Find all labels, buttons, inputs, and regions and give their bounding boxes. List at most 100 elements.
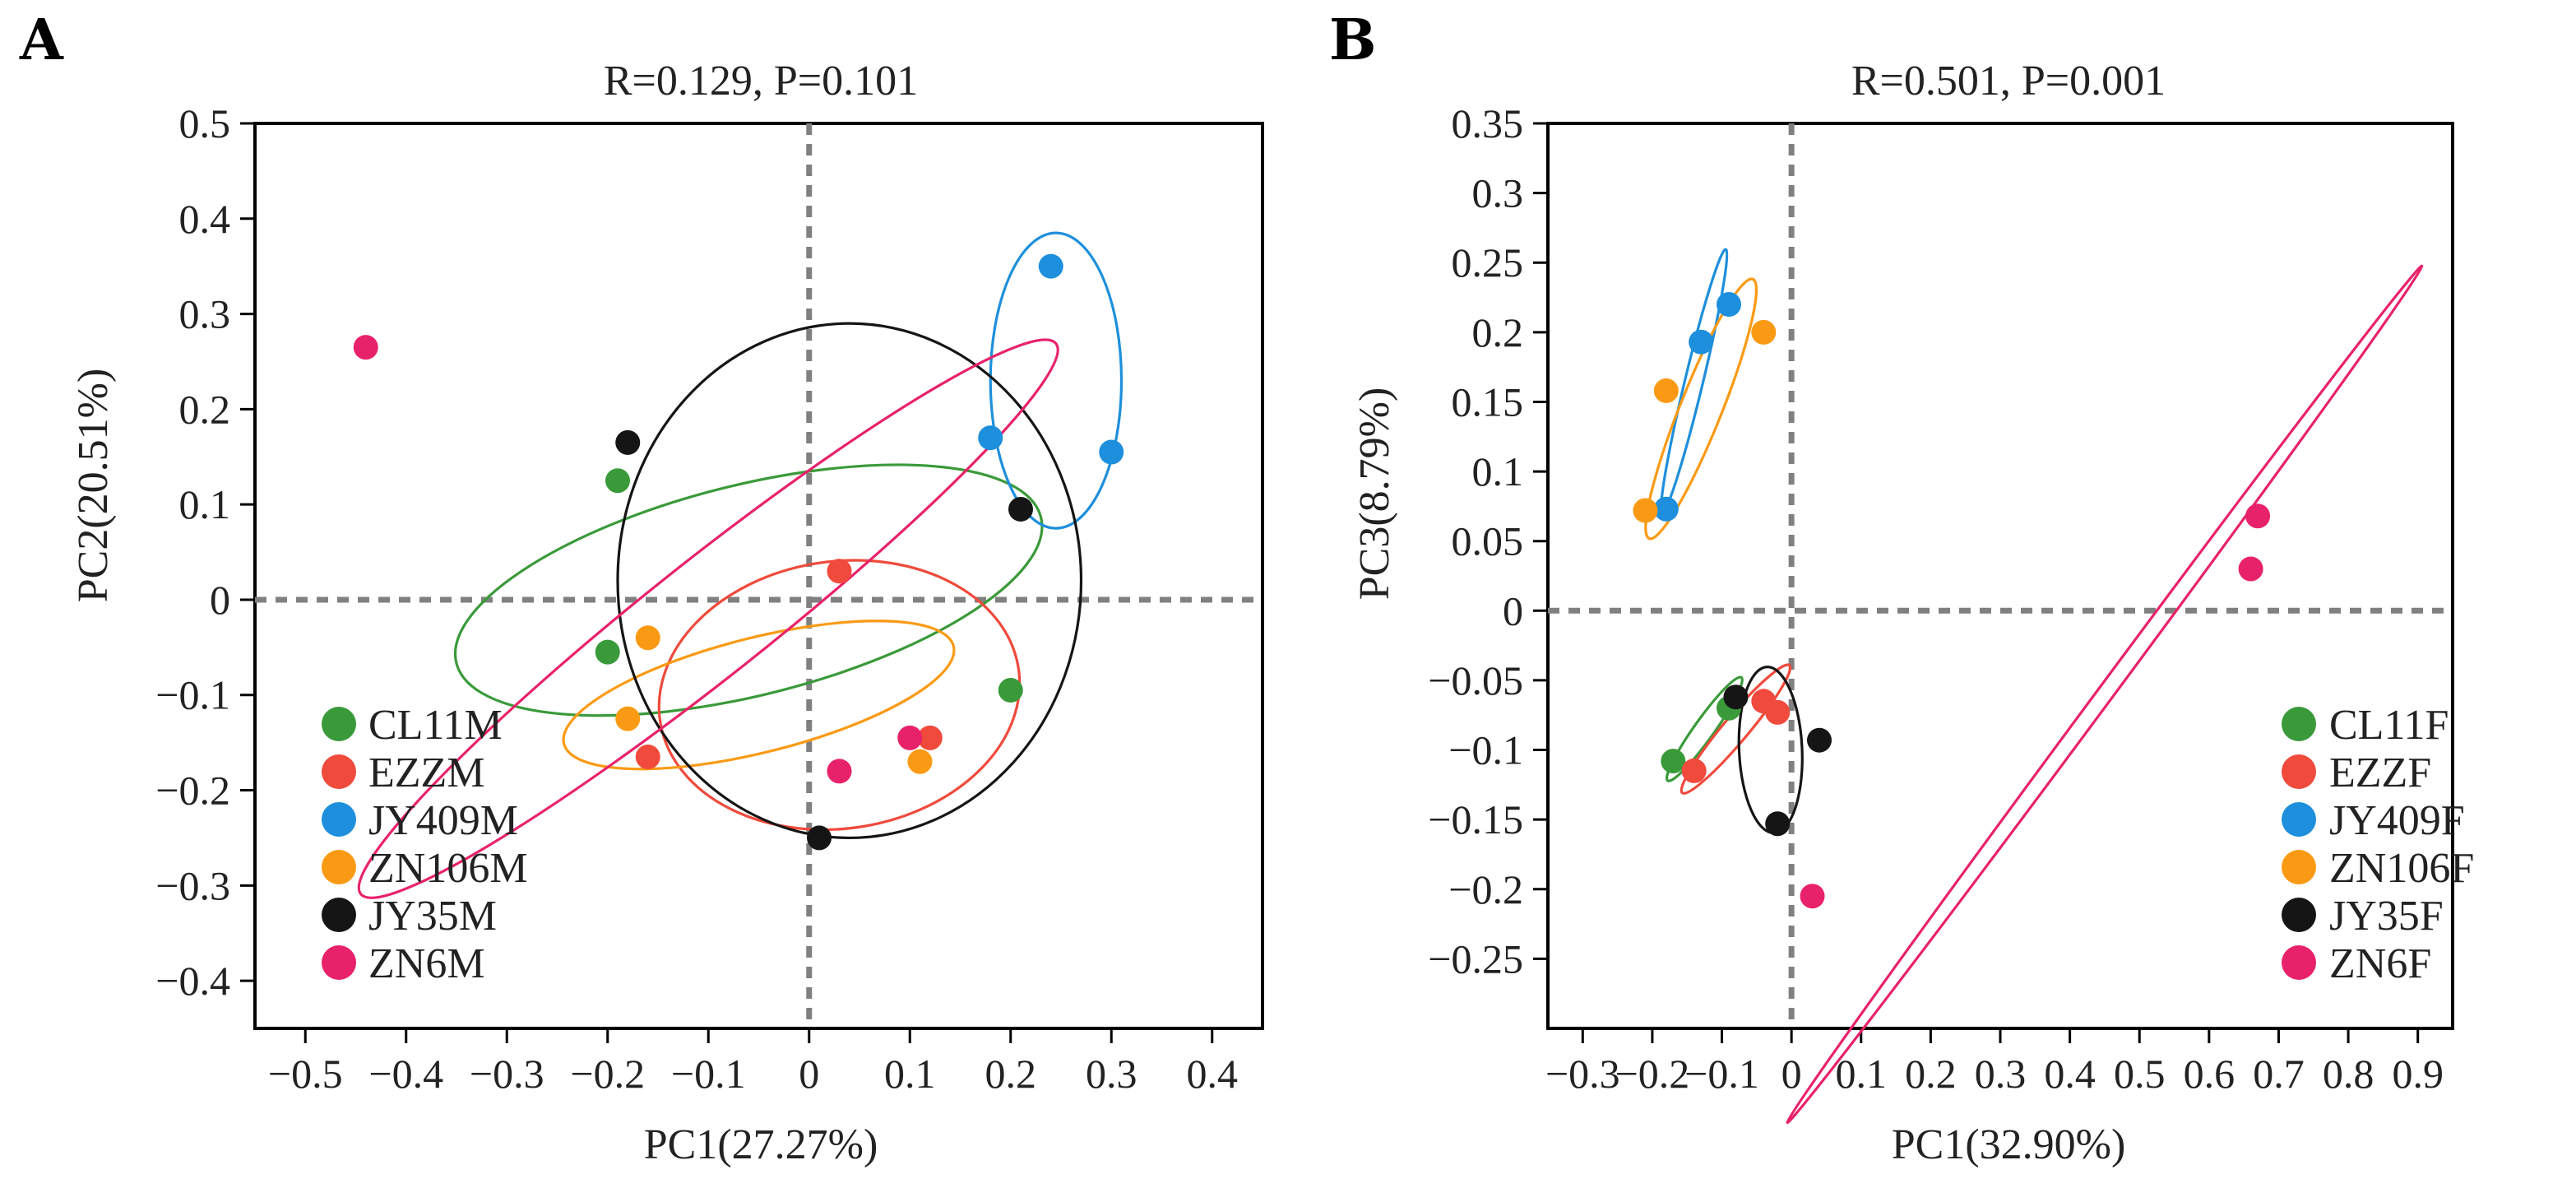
panel-a-y-tick-label: −0.1 (155, 672, 230, 718)
point-jy409f (1653, 496, 1679, 522)
legend-marker-jy35m (322, 898, 356, 932)
panel-a-x-axis-title: PC1(27.27%) (644, 1121, 878, 1168)
panel-b-y-tick-label: −0.05 (1428, 657, 1523, 703)
panel-a-x-tick-label: 0.4 (1187, 1051, 1239, 1097)
legend-marker-zn106m (322, 850, 356, 884)
panel-b: B R=0.501, P=0.001 −0.3−0.2−0.1 0 0.1 0.2 0.… (1329, 7, 2474, 1168)
panel-b-y-tick-label: 0.25 (1452, 239, 1524, 285)
panel-b-y-tick-label: 0.35 (1452, 100, 1524, 146)
point-jy35m (807, 825, 832, 851)
panel-a-x-tick-label: 0.2 (985, 1051, 1037, 1097)
panel-a-y-tick-label: 0.3 (179, 291, 231, 337)
point-zn106m (635, 625, 660, 651)
panel-a-x-tick-label: 0.1 (884, 1051, 936, 1097)
panel-a-x-tick-label: 0.3 (1086, 1051, 1137, 1097)
legend-marker-jy409m (322, 802, 356, 837)
panel-a-ellipses (322, 233, 1122, 938)
panel-a-y-tick-label: 0.4 (179, 196, 231, 242)
panel-b-y-tick-label: −0.25 (1428, 935, 1523, 981)
legend-label-cl11f: CL11F (2329, 702, 2449, 749)
legend-label-ezzm: EZZM (368, 749, 485, 796)
panel-a-frame (253, 122, 1264, 1030)
panel-a-y-tick-label: −0.3 (155, 862, 230, 908)
panel-a-y-tick-label: −0.2 (155, 768, 230, 814)
legend-label-ezzf: EZZF (2329, 749, 2431, 796)
panel-b-stat-label: R=0.501, P=0.001 (1851, 58, 2166, 104)
panel-b-x-tick-label: 0.6 (2184, 1051, 2235, 1097)
legend-marker-zn6m (322, 945, 356, 980)
panel-b-x-tick-label: 0.8 (2323, 1051, 2374, 1097)
legend-marker-zn106f (2282, 850, 2316, 884)
ellipse-jy35m (618, 323, 1082, 838)
point-zn106f (1653, 378, 1679, 403)
legend-marker-ezzf (2282, 754, 2316, 789)
panel-a-x-tick-label: −0.4 (368, 1051, 443, 1097)
point-zn6f (2245, 504, 2271, 529)
panel-b-x-tick-label: 0.2 (1905, 1051, 1957, 1097)
point-jy409f (1717, 292, 1741, 317)
legend-marker-zn6f (2282, 945, 2316, 980)
panel-b-y-axis-title: PC3(8.79%) (1351, 387, 1398, 601)
point-ezzm (827, 559, 852, 584)
point-ezzm (917, 725, 943, 750)
point-ezzf (1681, 758, 1707, 783)
ellipse-cl11f (1663, 667, 1746, 791)
point-ezzf (1765, 699, 1791, 725)
panel-b-y-tick-label: 0 (1503, 587, 1523, 633)
legend-label-jy35m: JY35M (368, 893, 497, 940)
point-zn6f (2238, 556, 2263, 582)
point-cl11m (605, 468, 630, 494)
panel-a-x-tick-label: −0.3 (470, 1051, 544, 1097)
ellipse-jy409m (990, 233, 1121, 528)
panel-b-y-tick-label: −0.15 (1428, 796, 1523, 842)
panel-b-x-tick-label: 0.1 (1836, 1051, 1888, 1097)
panel-a-y-tick-label: 0 (210, 577, 230, 623)
legend-marker-cl11f (2282, 707, 2316, 741)
point-cl11m (595, 639, 620, 665)
ellipse-cl11m (428, 415, 1069, 765)
legend-marker-ezzm (322, 754, 356, 789)
ellipse-zn106m (549, 591, 969, 800)
point-jy35m (615, 429, 641, 455)
panel-b-plot-area: −0.3−0.2−0.1 0 0.1 0.2 0.3 0.4 0.5 0.6 0.7 0.8 0.9… (1428, 100, 2453, 1132)
panel-b-y-tick-label: 0.05 (1452, 518, 1524, 564)
panel-b-letter: B (1329, 7, 1376, 73)
point-ezzm (635, 745, 660, 769)
panel-b-x-tick-label: 0 (1781, 1051, 1802, 1097)
point-zn106m (907, 749, 933, 774)
panel-b-ellipses (1634, 242, 2425, 1131)
ellipse-ezzm (637, 534, 1043, 856)
panel-b-x-tick-label: −0.2 (1615, 1051, 1690, 1097)
legend-marker-cl11m (322, 707, 356, 741)
panel-a-x-tick-label: −0.2 (570, 1051, 645, 1097)
panel-a-y-tick-label: 0.2 (179, 386, 231, 432)
panel-b-frame (1546, 122, 2454, 1030)
panel-b-x-tick-label: 0.3 (1975, 1051, 2027, 1097)
panel-b-x-tick-label: 0.9 (2392, 1051, 2444, 1097)
legend-label-jy35f: JY35F (2329, 893, 2444, 940)
point-jy409f (1689, 329, 1714, 355)
panel-b-x-tick-label: −0.3 (1545, 1051, 1620, 1097)
panel-a-y-tick-label: 0.1 (179, 481, 231, 527)
panel-b-x-tick-label: 0.4 (2044, 1051, 2096, 1097)
ellipse-zn106f (1634, 258, 1768, 559)
panel-a-x-tick-label: 0 (799, 1051, 819, 1097)
panel-a-x-tick-label: −0.5 (268, 1051, 343, 1097)
point-zn6m (353, 335, 378, 360)
legend-label-cl11m: CL11M (368, 702, 503, 749)
point-zn106f (1751, 319, 1777, 345)
point-cl11m (998, 677, 1023, 703)
panel-b-y-tick-label: 0.15 (1452, 378, 1524, 425)
point-jy35f (1765, 811, 1791, 837)
legend-marker-jy35f (2282, 898, 2316, 932)
point-zn6m (827, 759, 852, 784)
legend-label-zn106m: ZN106M (368, 845, 528, 892)
panel-b-y-tick-label: −0.2 (1448, 866, 1523, 912)
legend-marker-jy409f (2282, 802, 2316, 837)
legend-label-jy409m: JY409M (368, 797, 518, 844)
point-jy35f (1723, 684, 1749, 710)
point-jy35m (1008, 496, 1033, 522)
